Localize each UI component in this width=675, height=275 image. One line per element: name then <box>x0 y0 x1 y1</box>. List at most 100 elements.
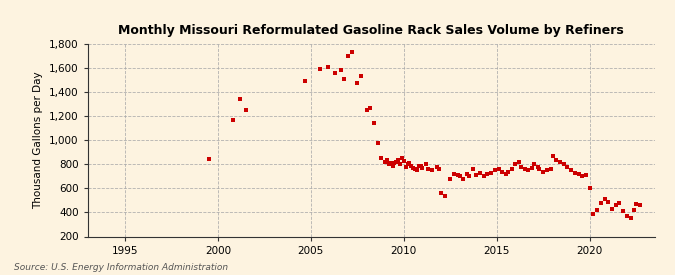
Text: Source: U.S. Energy Information Administration: Source: U.S. Energy Information Administ… <box>14 263 227 272</box>
Point <box>452 173 463 177</box>
Point <box>203 157 214 161</box>
Point <box>519 167 530 171</box>
Point <box>493 167 504 171</box>
Point <box>529 162 539 166</box>
Point <box>423 167 433 171</box>
Point <box>410 167 421 171</box>
Point <box>502 170 513 174</box>
Point <box>458 177 468 181</box>
Point <box>395 162 406 166</box>
Point <box>523 168 534 172</box>
Point <box>408 166 418 170</box>
Point <box>618 209 628 213</box>
Point <box>415 163 426 168</box>
Point <box>573 172 584 176</box>
Point <box>400 164 411 169</box>
Point <box>580 173 591 177</box>
Point <box>526 166 537 170</box>
Point <box>411 168 422 172</box>
Point <box>614 201 625 205</box>
Point <box>380 160 391 164</box>
Point <box>393 157 404 162</box>
Point <box>510 162 520 166</box>
Point <box>435 191 446 195</box>
Point <box>339 77 350 81</box>
Point <box>534 167 545 171</box>
Point <box>383 162 394 166</box>
Point <box>369 121 379 125</box>
Point <box>445 177 456 181</box>
Point <box>588 211 599 216</box>
Point <box>322 65 333 70</box>
Point <box>427 167 437 172</box>
Point <box>464 174 475 178</box>
Point <box>361 107 372 112</box>
Point <box>592 208 603 212</box>
Point <box>471 173 482 177</box>
Point <box>402 162 413 166</box>
Point <box>387 163 398 168</box>
Point <box>421 162 431 166</box>
Y-axis label: Thousand Gallons per Day: Thousand Gallons per Day <box>34 72 44 209</box>
Point <box>300 79 310 84</box>
Point <box>432 165 443 169</box>
Point <box>479 174 489 178</box>
Point <box>501 172 512 176</box>
Point <box>462 172 472 176</box>
Point <box>406 163 416 168</box>
Point <box>562 164 573 169</box>
Point <box>566 168 576 172</box>
Point <box>381 157 392 162</box>
Point <box>376 156 387 161</box>
Point <box>343 54 354 58</box>
Point <box>389 161 400 165</box>
Point <box>489 168 500 172</box>
Point <box>404 160 414 165</box>
Point <box>356 74 367 79</box>
Point <box>439 193 450 198</box>
Point <box>595 201 606 205</box>
Point <box>622 214 632 218</box>
Point <box>329 71 340 75</box>
Point <box>434 167 445 171</box>
Point <box>227 118 238 123</box>
Point <box>599 197 610 201</box>
Point <box>577 174 588 178</box>
Point <box>516 164 526 169</box>
Point <box>335 68 346 73</box>
Point <box>475 170 485 175</box>
Point <box>625 216 636 221</box>
Point <box>497 169 508 174</box>
Point <box>365 106 376 111</box>
Point <box>240 107 251 112</box>
Point <box>398 159 409 164</box>
Point <box>541 168 552 172</box>
Point <box>532 164 543 169</box>
Point <box>482 172 493 176</box>
Point <box>449 172 460 176</box>
Point <box>396 156 407 161</box>
Point <box>417 166 428 170</box>
Point <box>373 141 383 145</box>
Point <box>385 161 396 165</box>
Point <box>551 157 562 162</box>
Point <box>391 160 402 164</box>
Point <box>630 202 641 206</box>
Point <box>346 50 357 54</box>
Point <box>607 207 618 211</box>
Point <box>454 174 465 178</box>
Point <box>558 162 569 166</box>
Point <box>570 170 580 175</box>
Point <box>352 80 362 85</box>
Point <box>235 97 246 101</box>
Title: Monthly Missouri Reformulated Gasoline Rack Sales Volume by Refiners: Monthly Missouri Reformulated Gasoline R… <box>118 24 624 37</box>
Point <box>545 167 556 171</box>
Point <box>603 199 614 204</box>
Point <box>467 167 478 171</box>
Point <box>555 160 566 164</box>
Point <box>315 67 325 72</box>
Point <box>514 160 524 164</box>
Point <box>610 203 621 207</box>
Point <box>634 203 645 207</box>
Point <box>413 164 424 168</box>
